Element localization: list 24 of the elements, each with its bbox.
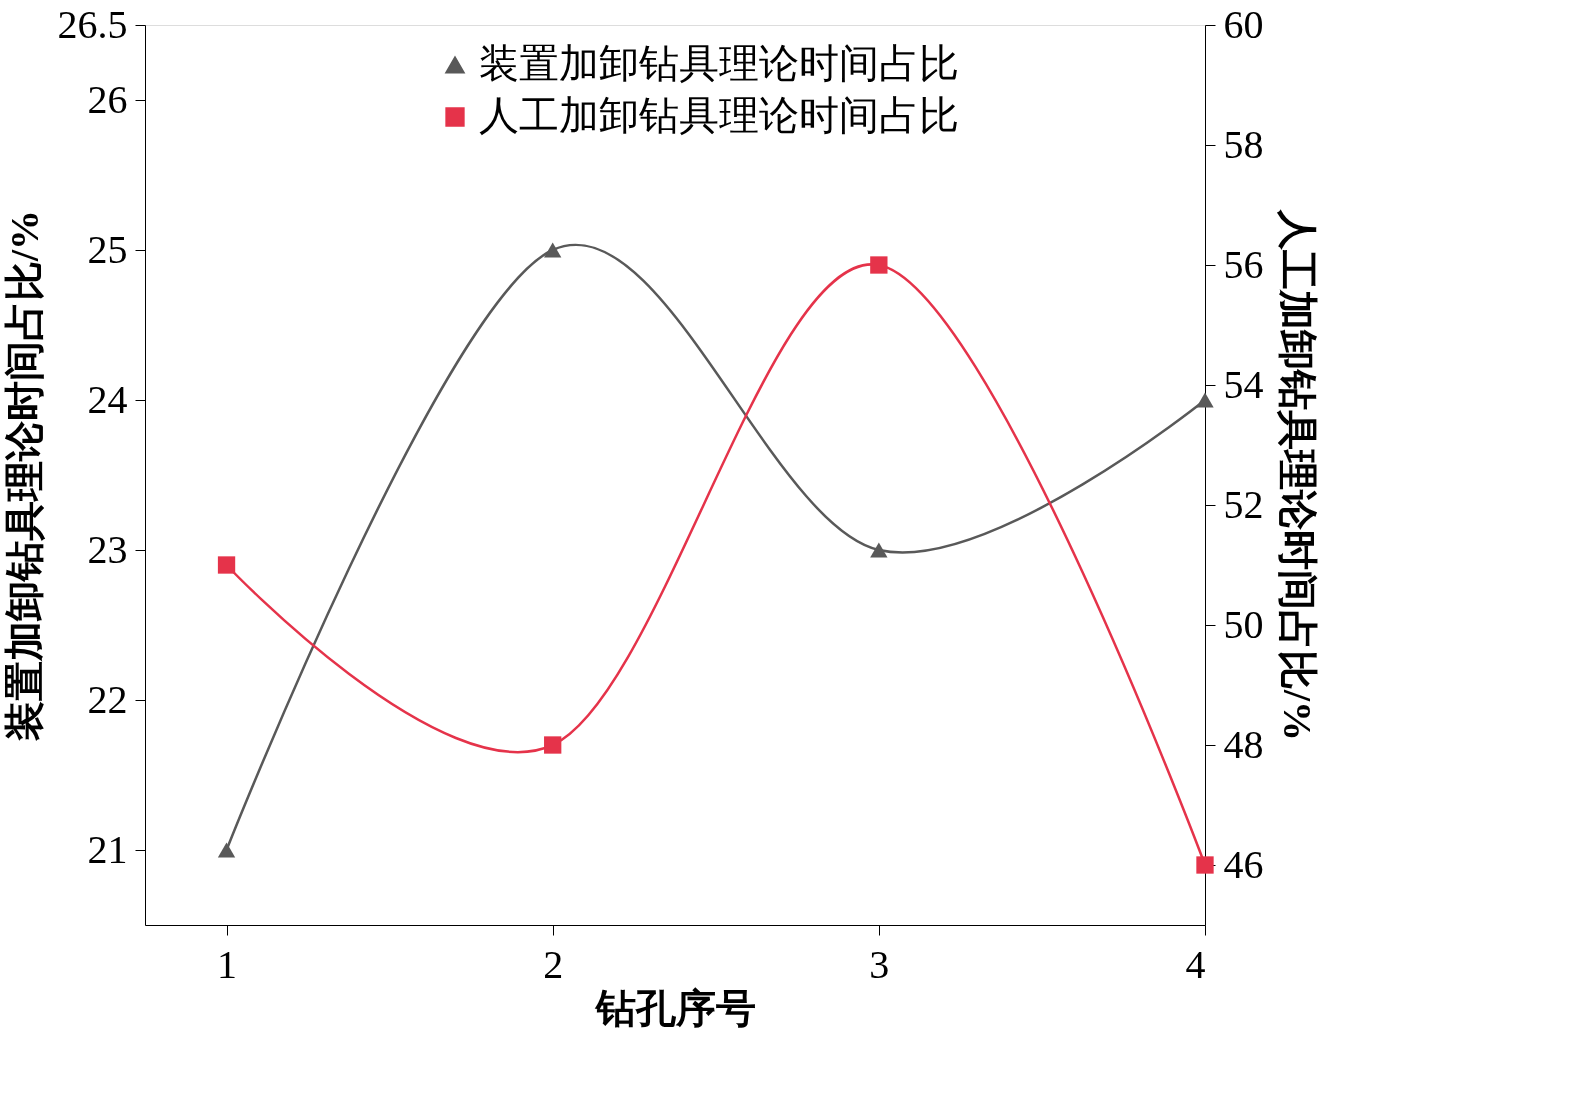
y2-tick-label: 50	[1223, 601, 1264, 647]
y2-tick-label: 48	[1223, 721, 1264, 767]
y2-tick-label: 46	[1223, 841, 1264, 887]
y-tick-label: 24	[87, 376, 128, 422]
x-axis-title: 钻孔序号	[593, 985, 756, 1031]
y2-axis-title: 人工加卸钻具理论时间占比/%	[1274, 208, 1320, 742]
y-tick-label: 26	[87, 76, 128, 122]
legend-label: 装置加卸钻具理论时间占比	[479, 41, 959, 86]
y-tick-label: 22	[87, 676, 128, 722]
y-tick-label: 23	[87, 526, 128, 572]
y-tick-label: 21	[87, 826, 128, 872]
y-tick-label: 26.5	[57, 1, 128, 47]
x-tick-label: 4	[1185, 941, 1206, 987]
y2-tick-label: 60	[1223, 1, 1264, 47]
x-tick-label: 3	[869, 941, 890, 987]
x-tick-label: 2	[543, 941, 564, 987]
y-tick-label: 25	[87, 226, 128, 272]
legend-label: 人工加卸钻具理论时间占比	[479, 93, 959, 138]
y2-tick-label: 58	[1223, 121, 1264, 167]
y2-tick-label: 54	[1223, 361, 1264, 407]
x-tick-label: 1	[217, 941, 238, 987]
y2-tick-label: 56	[1223, 241, 1264, 287]
y2-tick-label: 52	[1223, 481, 1264, 527]
y-axis-title: 装置加卸钻具理论时间占比/%	[1, 209, 47, 742]
